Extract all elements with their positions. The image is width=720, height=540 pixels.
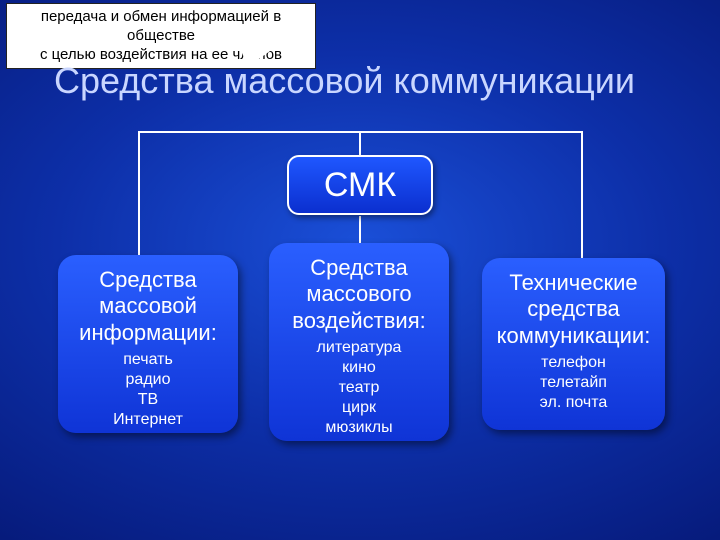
branch-list: телефонтелетайпэл. почта — [490, 353, 657, 413]
central-label: СМК — [324, 166, 396, 205]
page-title: Средства массовой коммуникации — [54, 60, 635, 102]
branch-tech: Техническиесредствакоммуникации: телефон… — [482, 258, 665, 430]
branch-smv: Средствамассовоговоздействия: литература… — [269, 243, 449, 441]
branch-smi: Средствамассовойинформации: печатьрадиоТ… — [58, 255, 238, 433]
connector-drop-l — [138, 131, 140, 255]
branch-list: литературакинотеатрциркмюзиклы — [277, 338, 441, 438]
connector-stem — [359, 131, 361, 155]
connector-bus — [138, 131, 583, 133]
branch-list: печатьрадиоТВИнтернет — [66, 350, 230, 430]
branch-heading: Техническиесредствакоммуникации: — [490, 270, 657, 349]
callout-line-1: передача и обмен информацией в обществе — [17, 8, 305, 46]
branch-heading: Средствамассовоговоздействия: — [277, 255, 441, 334]
branch-heading: Средствамассовойинформации: — [66, 267, 230, 346]
central-node: СМК — [287, 155, 433, 215]
connector-drop-r — [581, 131, 583, 260]
